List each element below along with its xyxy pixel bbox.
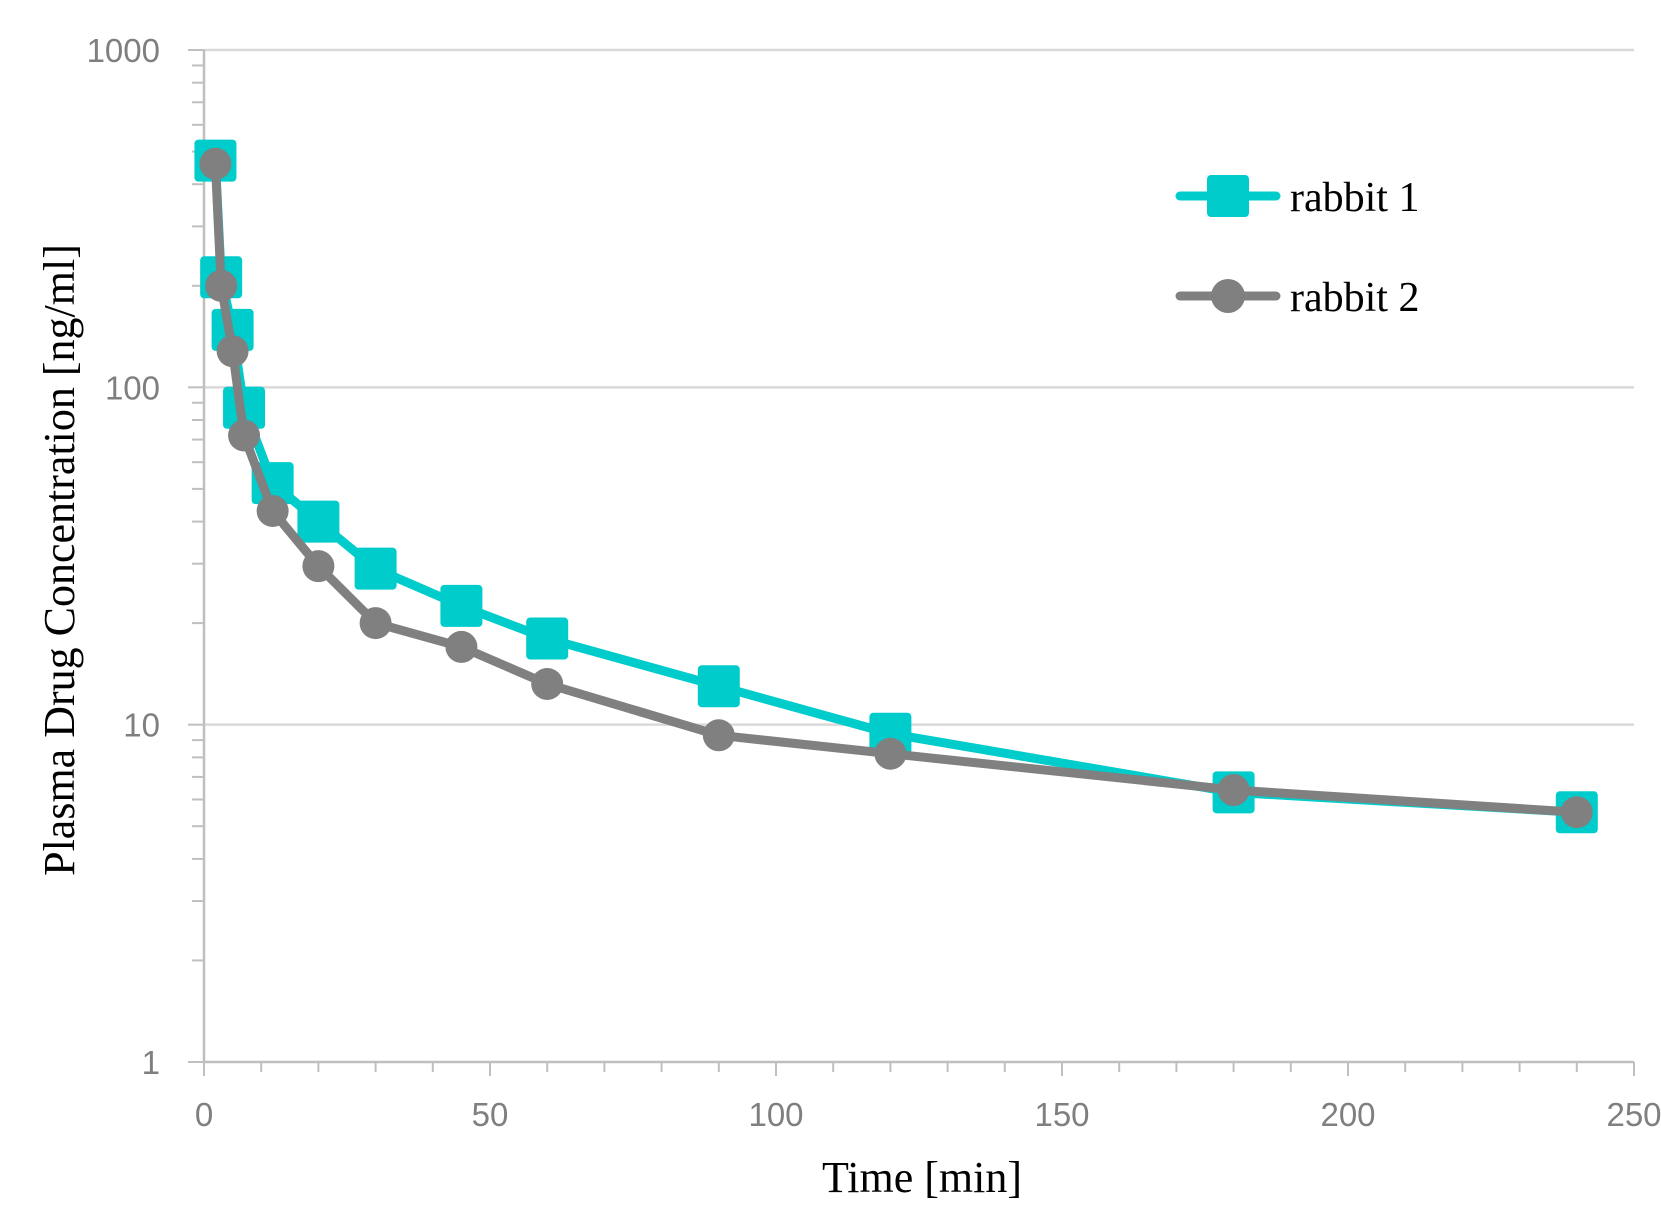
data-point-rabbit-2 <box>531 667 564 700</box>
y-tick-label: 100 <box>105 369 160 406</box>
data-point-rabbit-2 <box>445 630 478 663</box>
x-tick-label: 200 <box>1320 1096 1375 1133</box>
data-point-rabbit-1 <box>697 665 740 708</box>
data-series <box>194 139 1598 834</box>
legend: rabbit 1 rabbit 2 <box>1175 175 1419 321</box>
gridlines <box>204 48 1634 726</box>
y-tick-label: 1 <box>142 1044 160 1081</box>
legend-label-rabbit-1: rabbit 1 <box>1290 175 1419 221</box>
x-axis-title: Time [min] <box>822 1153 1022 1202</box>
x-tick-label: 0 <box>195 1096 213 1133</box>
x-tick-label: 50 <box>472 1096 509 1133</box>
legend-label-rabbit-2: rabbit 2 <box>1290 275 1419 321</box>
data-point-rabbit-2 <box>216 335 249 368</box>
data-point-rabbit-2 <box>205 269 238 302</box>
x-tick-label: 250 <box>1606 1096 1661 1133</box>
x-tick-label: 100 <box>748 1096 803 1133</box>
data-point-rabbit-2 <box>256 494 289 527</box>
data-point-rabbit-1 <box>297 500 340 543</box>
y-axis-title: Plasma Drug Concentration [ng/ml] <box>35 244 84 876</box>
data-point-rabbit-1 <box>526 617 569 660</box>
axes <box>188 49 1635 1076</box>
data-point-rabbit-2 <box>228 419 261 452</box>
y-tick-label: 10 <box>123 707 160 744</box>
data-point-rabbit-1 <box>354 547 397 590</box>
tick-labels: 1 10 100 1000 0 50 100 150 200 250 <box>87 32 1661 1133</box>
data-point-rabbit-2 <box>874 737 907 770</box>
data-point-rabbit-2 <box>302 550 335 583</box>
data-point-rabbit-2 <box>1560 796 1593 829</box>
legend-marker-rabbit-2 <box>1211 279 1245 313</box>
data-point-rabbit-2 <box>199 147 232 180</box>
x-tick-label: 150 <box>1034 1096 1089 1133</box>
data-point-rabbit-2 <box>702 719 735 752</box>
data-point-rabbit-2 <box>1217 774 1250 807</box>
legend-marker-rabbit-1 <box>1207 175 1249 217</box>
data-point-rabbit-1 <box>440 584 483 627</box>
data-point-rabbit-2 <box>359 607 392 640</box>
y-tick-label: 1000 <box>87 32 160 69</box>
